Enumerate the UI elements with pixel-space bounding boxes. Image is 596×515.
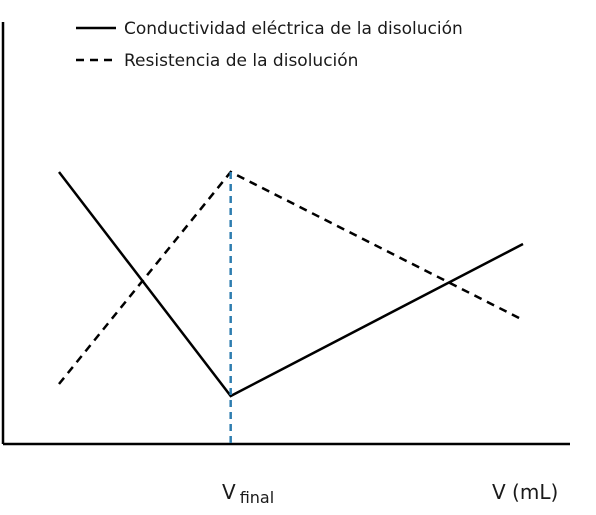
x-tick-v-final-main: V [222,480,236,504]
x-tick-v-ml: V (mL) [492,480,558,504]
x-tick-v-final-sub: final [240,488,274,507]
series-layer [58,170,524,398]
legend-label-resistencia: Resistencia de la disolución [124,51,358,71]
series-line-resistencia [58,170,524,385]
legend: Conductividad eléctrica de la disolución… [76,19,463,71]
legend-label-conductividad: Conductividad eléctrica de la disolución [124,19,463,39]
series-line-conductividad [58,171,524,398]
